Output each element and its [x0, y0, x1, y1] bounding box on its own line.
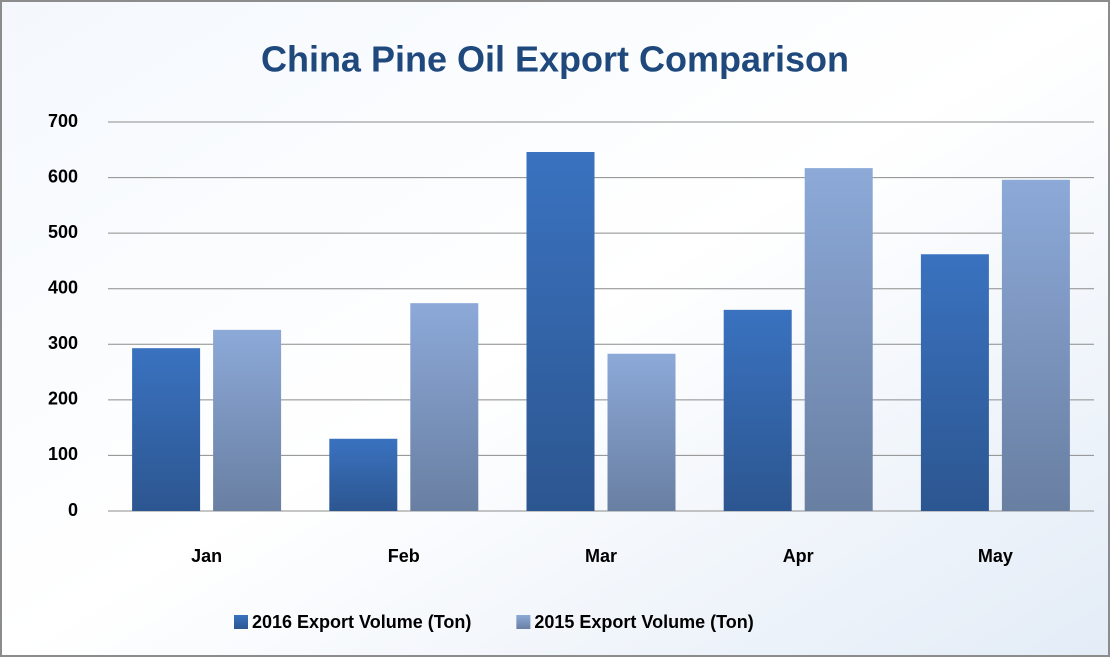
- legend-swatch: [234, 615, 248, 629]
- x-tick-label: May: [978, 546, 1013, 566]
- bar: [607, 353, 676, 511]
- x-tick-label: Apr: [783, 546, 814, 566]
- legend-swatch: [516, 615, 531, 629]
- bar: [1001, 179, 1070, 511]
- bar: [526, 152, 595, 511]
- x-tick-label: Feb: [388, 546, 420, 566]
- bar: [723, 309, 792, 511]
- bar: [804, 168, 873, 512]
- bar: [132, 348, 201, 511]
- legend-label: 2016 Export Volume (Ton): [252, 612, 471, 632]
- x-tick-label: Mar: [585, 546, 617, 566]
- bar: [329, 438, 398, 511]
- y-tick-label: 0: [68, 500, 78, 520]
- x-tick-label: Jan: [191, 546, 222, 566]
- legend-label: 2015 Export Volume (Ton): [534, 612, 753, 632]
- y-tick-label: 700: [48, 111, 78, 131]
- bar: [213, 329, 282, 511]
- chart-title: China Pine Oil Export Comparison: [261, 39, 849, 80]
- y-tick-label: 200: [48, 389, 78, 409]
- y-tick-label: 600: [48, 166, 78, 186]
- y-tick-label: 400: [48, 277, 78, 297]
- bar: [410, 303, 479, 511]
- y-tick-label: 500: [48, 222, 78, 242]
- y-tick-label: 300: [48, 333, 78, 353]
- bar: [920, 254, 989, 511]
- y-tick-label: 100: [48, 444, 78, 464]
